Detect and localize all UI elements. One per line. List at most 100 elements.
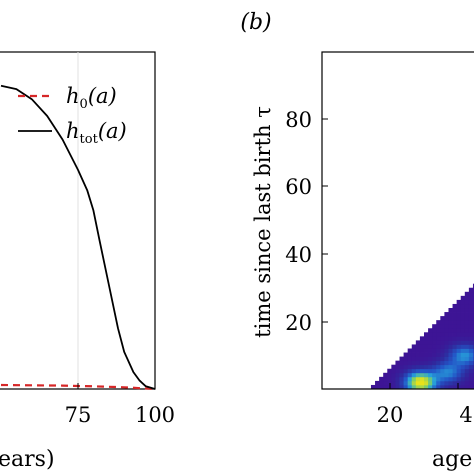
panel-b-x-tick-label: 4 — [459, 403, 472, 427]
heatmap-cell — [419, 368, 425, 374]
heatmap-cell — [472, 384, 474, 390]
heatmap-cell — [472, 376, 474, 382]
heatmap-cell — [468, 308, 474, 313]
heatmap-cell — [432, 380, 437, 386]
heatmap-cell — [440, 352, 445, 357]
heatmap-cell — [472, 372, 474, 378]
panel-b-y-tick-label: 80 — [285, 108, 312, 132]
heatmap-cell — [448, 344, 453, 349]
panel-a-x-axis-label: ears) — [0, 447, 55, 472]
heatmap-cell — [415, 348, 421, 353]
heatmap-cell — [460, 312, 466, 317]
heatmap-cell — [472, 336, 474, 341]
heatmap-cell — [407, 368, 413, 374]
heatmap-cell — [436, 380, 441, 386]
heatmap-cell — [428, 340, 433, 345]
heatmap-cell — [468, 360, 474, 366]
heatmap-cell — [415, 384, 421, 390]
heatmap-cell — [468, 299, 474, 305]
heatmap-cell — [456, 336, 462, 341]
heatmap-cell — [456, 384, 462, 390]
heatmap-cell — [460, 303, 466, 309]
heatmap-cell — [436, 352, 441, 357]
heatmap-cell — [415, 344, 421, 349]
heatmap-cell — [452, 348, 458, 353]
heatmap-cell — [456, 332, 462, 337]
heatmap-cell — [428, 348, 433, 353]
panel-a-x-tick-label: 100 — [135, 403, 175, 427]
heatmap-cell — [407, 352, 413, 357]
heatmap-cell — [464, 352, 470, 357]
heatmap-cell — [432, 340, 437, 345]
heatmap-cell — [456, 348, 462, 353]
heatmap-cell — [407, 376, 413, 382]
heatmap-cell — [428, 368, 433, 374]
heatmap-cell — [448, 364, 453, 370]
heatmap-cell — [444, 316, 449, 321]
heatmap-cell — [468, 364, 474, 370]
heatmap-cell — [411, 356, 417, 362]
heatmap-cell — [403, 364, 409, 370]
heatmap-cell — [456, 308, 462, 313]
heatmap-cell — [436, 372, 441, 378]
heatmap-cell — [415, 360, 421, 366]
heatmap-cell — [436, 328, 441, 333]
heatmap-cell — [415, 352, 421, 357]
heatmap-cell — [460, 328, 466, 333]
heatmap-cell — [428, 344, 433, 349]
heatmap-cell — [440, 316, 445, 321]
panel-b-x-tick-label: 20 — [377, 403, 404, 427]
heatmap-cell — [399, 380, 404, 386]
heatmap-cell — [419, 348, 425, 353]
heatmap-cell — [460, 295, 466, 301]
heatmap-cell — [419, 380, 425, 386]
heatmap-cell — [444, 380, 449, 386]
panel-b-y-tick-label: 40 — [285, 243, 312, 267]
heatmap-cell — [415, 372, 421, 378]
panel-b-label: (b) — [240, 10, 271, 35]
heatmap-cell — [424, 356, 429, 362]
heatmap-cell — [387, 372, 392, 378]
heatmap-cell — [440, 328, 445, 333]
heatmap-cell — [464, 340, 470, 345]
heatmap-cell — [436, 348, 441, 353]
heatmap-cell — [452, 336, 458, 341]
heatmap-cell — [440, 376, 445, 382]
heatmap-cell — [403, 376, 409, 382]
heatmap-cell — [440, 368, 445, 374]
heatmap-cell — [440, 344, 445, 349]
heatmap-cell — [411, 380, 417, 386]
heatmap-cell — [468, 336, 474, 341]
heatmap-cell — [456, 328, 462, 333]
heatmap-cell — [460, 308, 466, 313]
heatmap-cell — [424, 360, 429, 366]
heatmap-cell — [440, 336, 445, 341]
heatmap-cell — [399, 384, 404, 390]
heatmap-cell — [456, 360, 462, 366]
heatmap-cell — [472, 356, 474, 362]
heatmap-cell — [444, 384, 449, 390]
heatmap-cell — [472, 348, 474, 353]
heatmap-cell — [419, 356, 425, 362]
heatmap-cell — [452, 320, 458, 325]
heatmap-cell — [452, 384, 458, 390]
series-line-htot — [0, 84, 156, 390]
heatmap-cell — [472, 380, 474, 386]
heatmap-cell — [432, 344, 437, 349]
heatmap-cell — [452, 332, 458, 337]
heatmap-cell — [436, 356, 441, 362]
heatmap-cell — [415, 340, 421, 345]
heatmap-cell — [448, 328, 453, 333]
heatmap-cell — [456, 316, 462, 321]
heatmap-cell — [472, 324, 474, 329]
heatmap-cell — [464, 324, 470, 329]
heatmap-cell — [452, 368, 458, 374]
heatmap-cell — [383, 380, 388, 386]
heatmap-cell — [448, 376, 453, 382]
heatmap-cell — [464, 360, 470, 366]
panel-b-y-tick-label: 60 — [285, 175, 312, 199]
heatmap-cell — [411, 376, 417, 382]
heatmap-cell — [391, 368, 396, 374]
heatmap-cell — [387, 368, 392, 374]
heatmap-cell — [395, 364, 400, 370]
